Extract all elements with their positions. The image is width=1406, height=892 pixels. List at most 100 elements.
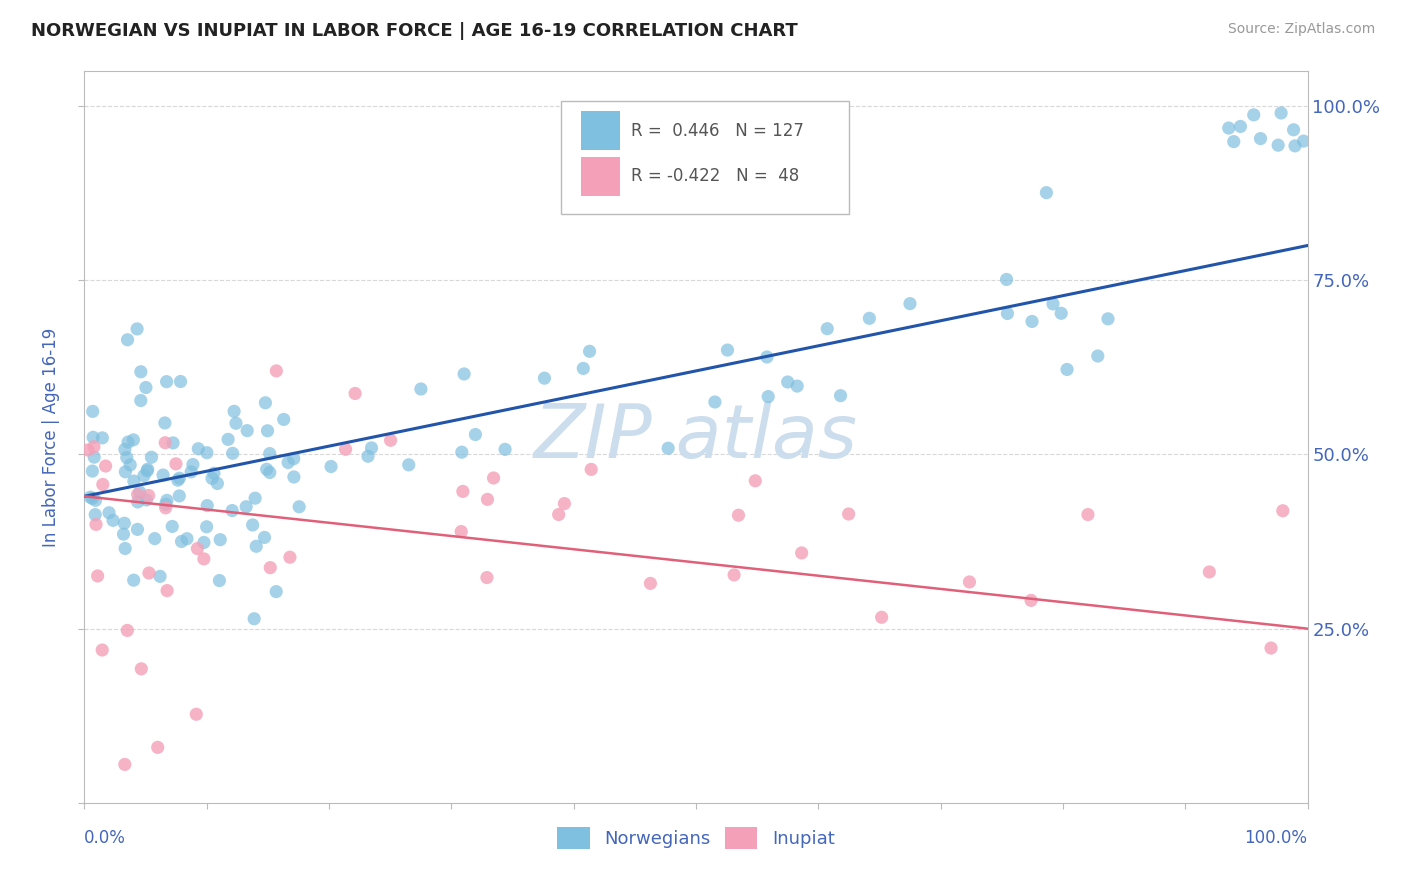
Point (201, 471, 224, 485)
Point (360, 441, 382, 455)
Point (217, 433, 239, 447)
Point (283, 470, 305, 484)
Point (127, 522, 149, 536)
Point (1284, 139, 1306, 153)
Point (155, 435, 177, 450)
Point (117, 333, 139, 347)
Point (756, 390, 779, 404)
Point (186, 541, 208, 556)
Point (477, 492, 499, 507)
Point (165, 457, 187, 471)
Point (129, 662, 152, 676)
Point (1042, 297, 1064, 311)
Point (176, 532, 198, 546)
Point (141, 450, 163, 465)
Point (129, 393, 152, 408)
Point (143, 532, 166, 546)
Point (657, 441, 679, 455)
Point (450, 445, 472, 459)
Point (578, 344, 600, 359)
Point (84, 517, 107, 532)
FancyBboxPatch shape (581, 157, 620, 196)
Text: NORWEGIAN VS INUPIAT IN LABOR FORCE | AGE 16-19 CORRELATION CHART: NORWEGIAN VS INUPIAT IN LABOR FORCE | AG… (31, 22, 797, 40)
Point (221, 446, 243, 460)
Point (451, 484, 474, 499)
Point (195, 446, 218, 460)
Point (838, 507, 860, 521)
Point (79, 490, 101, 504)
Point (409, 382, 432, 396)
Point (1035, 186, 1057, 200)
Point (464, 427, 486, 442)
Point (640, 576, 662, 591)
Point (344, 386, 367, 401)
Point (169, 375, 191, 389)
Point (82, 491, 104, 506)
Point (162, 436, 184, 450)
Point (1243, 108, 1265, 122)
Point (122, 474, 145, 488)
Point (744, 474, 766, 488)
Point (870, 610, 893, 624)
Point (122, 573, 145, 587)
Point (82, 430, 104, 444)
Point (152, 468, 174, 483)
Point (166, 473, 188, 487)
Point (572, 361, 595, 376)
Point (155, 375, 177, 389)
Point (138, 488, 160, 502)
Text: R =  0.446   N = 127: R = 0.446 N = 127 (631, 121, 804, 140)
Point (122, 433, 145, 447)
Point (579, 462, 602, 476)
Point (1229, 120, 1251, 134)
Point (1097, 311, 1119, 326)
Point (136, 462, 159, 476)
Point (1021, 314, 1043, 328)
Point (114, 757, 136, 772)
Point (117, 435, 139, 450)
Point (86, 569, 108, 583)
Point (187, 442, 209, 456)
Point (283, 451, 305, 466)
Point (135, 492, 157, 507)
Point (82, 464, 104, 478)
Point (1198, 565, 1220, 579)
Point (114, 541, 136, 556)
Point (1260, 641, 1282, 656)
Point (221, 503, 243, 517)
Point (83, 440, 105, 454)
Point (553, 497, 575, 511)
Point (235, 500, 257, 514)
Point (259, 466, 281, 480)
Point (319, 459, 342, 474)
Point (995, 272, 1018, 286)
Point (242, 518, 264, 533)
Point (243, 491, 266, 505)
Point (256, 462, 278, 476)
Point (169, 489, 191, 503)
Point (703, 395, 725, 409)
Point (91, 477, 114, 491)
Text: Source: ZipAtlas.com: Source: ZipAtlas.com (1227, 22, 1375, 37)
Point (155, 497, 177, 511)
Point (266, 364, 288, 378)
Point (160, 519, 183, 533)
Point (858, 311, 880, 326)
Point (453, 367, 475, 381)
Point (128, 485, 150, 500)
Point (127, 487, 149, 501)
Point (117, 624, 139, 638)
Point (114, 442, 136, 457)
Point (1077, 508, 1099, 522)
Point (398, 458, 420, 472)
Point (127, 495, 149, 509)
Point (256, 424, 278, 438)
Point (494, 442, 516, 457)
Point (195, 520, 218, 534)
Point (790, 546, 813, 560)
Point (169, 471, 191, 485)
Point (1270, 106, 1292, 120)
Point (533, 371, 555, 385)
Point (1218, 121, 1240, 136)
Point (208, 574, 231, 588)
